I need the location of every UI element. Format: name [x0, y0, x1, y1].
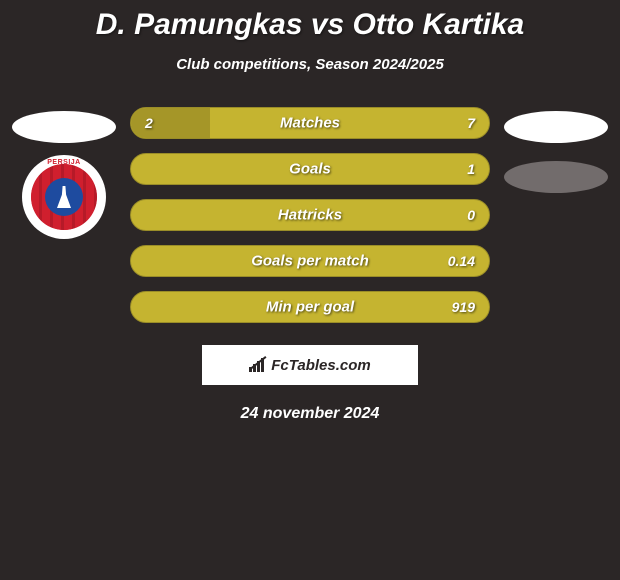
stat-right-value: 0	[467, 207, 475, 223]
left-column: PERSIJA	[0, 107, 128, 239]
page-subtitle: Club competitions, Season 2024/2025	[0, 56, 620, 73]
stat-label: Min per goal	[266, 299, 354, 316]
main-layout: PERSIJA 2 Matches 7 Goals 1	[0, 107, 620, 323]
stat-right-value: 919	[452, 299, 475, 315]
brand-footer[interactable]: FcTables.com	[202, 345, 418, 385]
stat-row-mpg: Min per goal 919	[130, 291, 490, 323]
stat-row-hattricks: Hattricks 0	[130, 199, 490, 231]
club-monument-icon	[57, 186, 71, 208]
stat-row-gpm: Goals per match 0.14	[130, 245, 490, 277]
stat-row-goals: Goals 1	[130, 153, 490, 185]
right-column	[492, 107, 620, 211]
stat-label: Goals	[289, 161, 331, 178]
stat-right-value: 0.14	[448, 253, 475, 269]
stat-row-matches: 2 Matches 7	[130, 107, 490, 139]
page-title: D. Pamungkas vs Otto Kartika	[0, 8, 620, 42]
stat-left-value: 2	[145, 115, 153, 131]
stat-label: Hattricks	[278, 207, 342, 224]
comparison-widget: D. Pamungkas vs Otto Kartika Club compet…	[0, 0, 620, 423]
stat-right-value: 7	[467, 115, 475, 131]
player-ball-shadow-left	[12, 111, 116, 143]
bar-chart-icon	[249, 358, 267, 372]
club-badge-left: PERSIJA	[22, 155, 106, 239]
player-ball-shadow-right-1	[504, 111, 608, 143]
stat-right-value: 1	[467, 161, 475, 177]
brand-text: FcTables.com	[271, 357, 370, 374]
stat-left-fill	[131, 108, 210, 138]
club-badge-inner	[31, 164, 97, 230]
stat-bars: 2 Matches 7 Goals 1 Hattricks 0 Goals pe…	[128, 107, 492, 323]
stat-label: Matches	[280, 115, 340, 132]
player-ball-shadow-right-2	[504, 161, 608, 193]
club-center-circle	[45, 178, 83, 216]
date-text: 24 november 2024	[0, 405, 620, 423]
stat-label: Goals per match	[251, 253, 369, 270]
